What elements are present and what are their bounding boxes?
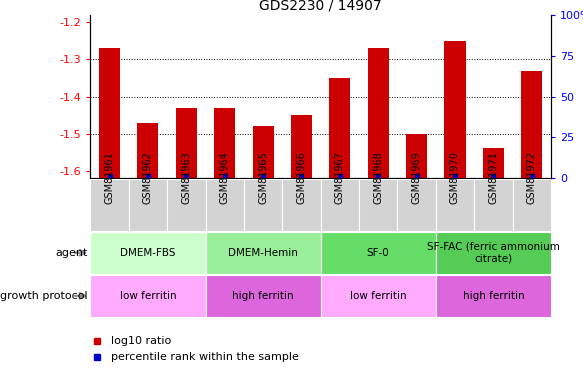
Text: GSM81969: GSM81969 bbox=[412, 151, 422, 204]
Text: GSM81971: GSM81971 bbox=[489, 151, 498, 204]
Bar bbox=[321, 232, 436, 274]
Bar bbox=[175, 108, 197, 178]
Bar bbox=[321, 275, 436, 317]
Bar bbox=[99, 48, 120, 178]
Text: DMEM-Hemin: DMEM-Hemin bbox=[228, 248, 298, 258]
Bar bbox=[90, 179, 129, 231]
Text: GSM81972: GSM81972 bbox=[527, 151, 537, 204]
Title: GDS2230 / 14907: GDS2230 / 14907 bbox=[259, 0, 382, 12]
Text: low ferritin: low ferritin bbox=[350, 291, 406, 301]
Bar bbox=[329, 78, 350, 178]
Text: GSM81961: GSM81961 bbox=[104, 151, 114, 204]
Text: GSM81963: GSM81963 bbox=[181, 151, 191, 204]
Text: high ferritin: high ferritin bbox=[232, 291, 294, 301]
Text: GSM81966: GSM81966 bbox=[297, 151, 307, 204]
Bar bbox=[282, 179, 321, 231]
Bar bbox=[252, 126, 273, 178]
Text: GSM81965: GSM81965 bbox=[258, 151, 268, 204]
Text: GSM81962: GSM81962 bbox=[143, 151, 153, 204]
Bar bbox=[406, 134, 427, 178]
Bar bbox=[205, 179, 244, 231]
Text: GSM81964: GSM81964 bbox=[220, 151, 230, 204]
Bar bbox=[129, 179, 167, 231]
Bar bbox=[436, 179, 474, 231]
Bar bbox=[205, 275, 321, 317]
Bar bbox=[138, 123, 159, 178]
Text: low ferritin: low ferritin bbox=[120, 291, 176, 301]
Bar bbox=[483, 148, 504, 178]
Bar bbox=[214, 108, 236, 178]
Text: log10 ratio: log10 ratio bbox=[111, 336, 171, 345]
Bar bbox=[398, 179, 436, 231]
Bar bbox=[512, 179, 551, 231]
Text: SF-0: SF-0 bbox=[367, 248, 389, 258]
Bar bbox=[244, 179, 282, 231]
Text: GSM81970: GSM81970 bbox=[450, 151, 460, 204]
Bar bbox=[167, 179, 205, 231]
Bar bbox=[205, 232, 321, 274]
Text: DMEM-FBS: DMEM-FBS bbox=[120, 248, 175, 258]
Bar bbox=[368, 48, 389, 178]
Bar bbox=[474, 179, 512, 231]
Text: SF-FAC (ferric ammonium
citrate): SF-FAC (ferric ammonium citrate) bbox=[427, 242, 560, 264]
Bar bbox=[291, 115, 312, 178]
Bar bbox=[321, 179, 359, 231]
Bar bbox=[444, 41, 466, 178]
Bar bbox=[436, 275, 551, 317]
Text: high ferritin: high ferritin bbox=[462, 291, 524, 301]
Text: GSM81968: GSM81968 bbox=[373, 151, 383, 204]
Text: GSM81967: GSM81967 bbox=[335, 151, 345, 204]
Bar bbox=[436, 232, 551, 274]
Bar bbox=[90, 232, 205, 274]
Text: agent: agent bbox=[55, 248, 87, 258]
Text: growth protocol: growth protocol bbox=[0, 291, 87, 301]
Bar bbox=[521, 70, 542, 178]
Bar bbox=[359, 179, 398, 231]
Bar bbox=[90, 275, 205, 317]
Text: percentile rank within the sample: percentile rank within the sample bbox=[111, 352, 299, 362]
